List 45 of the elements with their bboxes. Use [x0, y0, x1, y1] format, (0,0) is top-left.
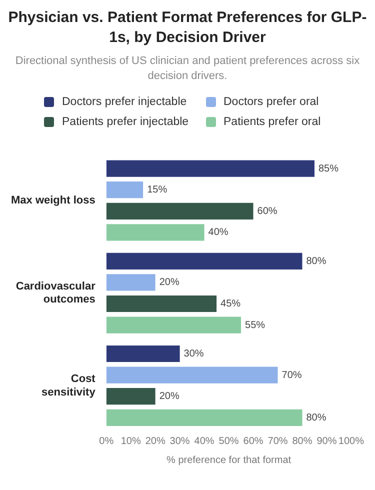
chart-title: Physician vs. Patient Format Preferences for GLP-1s, by Decision Driver	[8, 8, 367, 48]
legend-label: Patients prefer injectable	[62, 116, 189, 128]
y-tick-label: Cost sensitivity	[42, 373, 96, 398]
bar	[106, 202, 254, 220]
x-tick-label: 70%	[268, 436, 288, 447]
bar	[106, 252, 302, 270]
x-tick-label: 50%	[218, 436, 239, 447]
x-tick-label: 80%	[292, 436, 312, 447]
bar	[106, 366, 278, 384]
legend-label: Doctors prefer injectable	[62, 96, 187, 108]
data-label: 20%	[159, 391, 180, 402]
data-label: 45%	[220, 298, 241, 310]
x-tick-label: 30%	[170, 436, 190, 447]
x-tick-label: 40%	[194, 436, 214, 447]
bar	[106, 295, 217, 312]
data-label: 20%	[159, 277, 180, 288]
x-tick-label: 90%	[316, 436, 337, 447]
y-tick-label: Max weight loss	[10, 194, 96, 207]
legend-label: Doctors prefer oral	[224, 96, 319, 108]
data-label: 70%	[282, 370, 302, 381]
bar	[106, 388, 156, 405]
x-axis-title: % preference for that format	[166, 454, 292, 466]
legend-label: Patients prefer oral	[224, 116, 321, 128]
x-tick-label: 20%	[145, 436, 166, 447]
bar	[106, 409, 302, 426]
x-tick-label: 100%	[338, 436, 364, 447]
bar	[106, 316, 242, 334]
data-label: 80%	[306, 256, 326, 267]
x-tick-label: 10%	[120, 436, 141, 447]
bar	[106, 274, 156, 291]
data-label: 85%	[318, 163, 339, 174]
bar	[106, 160, 314, 177]
bar	[106, 224, 204, 241]
y-tick-label: Cardiovascular outcomes	[16, 280, 96, 306]
bar	[106, 345, 180, 362]
data-label: 55%	[245, 320, 266, 331]
data-label: 30%	[184, 348, 204, 360]
data-label: 15%	[147, 184, 168, 196]
chart-subtitle: Directional synthesis of US clinician and patient preferences across six decision drivers.	[14, 54, 361, 84]
data-label: 80%	[306, 412, 326, 424]
data-label: 40%	[208, 227, 228, 238]
x-tick-label: 60%	[243, 436, 264, 447]
x-tick-label: 0%	[99, 436, 114, 447]
bar	[106, 182, 144, 198]
data-label: 60%	[257, 206, 278, 217]
